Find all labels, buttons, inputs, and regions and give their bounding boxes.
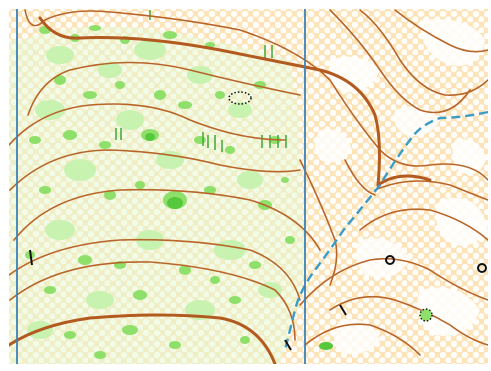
small-knoll-ring	[385, 255, 395, 265]
dotted-outline-feature	[228, 91, 252, 105]
magnetic-north-lines	[16, 9, 306, 364]
dotted-outline-feature	[419, 308, 433, 322]
stream	[283, 110, 488, 351]
green-vegetation-area	[9, 10, 333, 364]
small-cliff	[339, 304, 347, 316]
small-cliff	[29, 249, 33, 266]
vegetation-stripes	[115, 10, 287, 152]
index-contour-lines	[9, 16, 432, 364]
small-cliff	[284, 339, 292, 351]
small-knoll-ring	[477, 263, 487, 273]
contour-lines	[9, 9, 488, 356]
point-features	[29, 91, 487, 351]
